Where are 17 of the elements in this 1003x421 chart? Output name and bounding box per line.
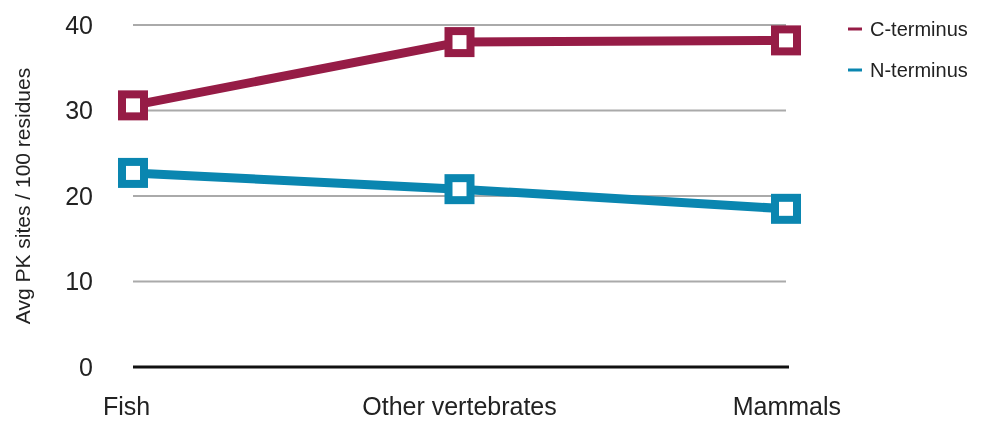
y-tick-label: 40 [65, 10, 93, 39]
y-tick-label: 20 [65, 181, 93, 210]
point [444, 174, 475, 205]
x-tick-label: Other vertebrates [362, 392, 557, 420]
y-tick-label: 0 [79, 352, 93, 381]
point [771, 25, 801, 56]
legend-label: C-terminus [870, 18, 968, 40]
legend-label: N-terminus [870, 59, 968, 81]
x-tick-label: Fish [103, 392, 151, 420]
point [118, 90, 148, 121]
point [444, 27, 475, 58]
y-tick-label: 30 [65, 96, 93, 125]
x-tick-label: Mammals [732, 392, 841, 420]
point [771, 193, 801, 224]
y-tick-label: 10 [65, 267, 93, 296]
y-axis-title: Avg PK sites / 100 residues [11, 67, 34, 325]
point [118, 157, 148, 188]
